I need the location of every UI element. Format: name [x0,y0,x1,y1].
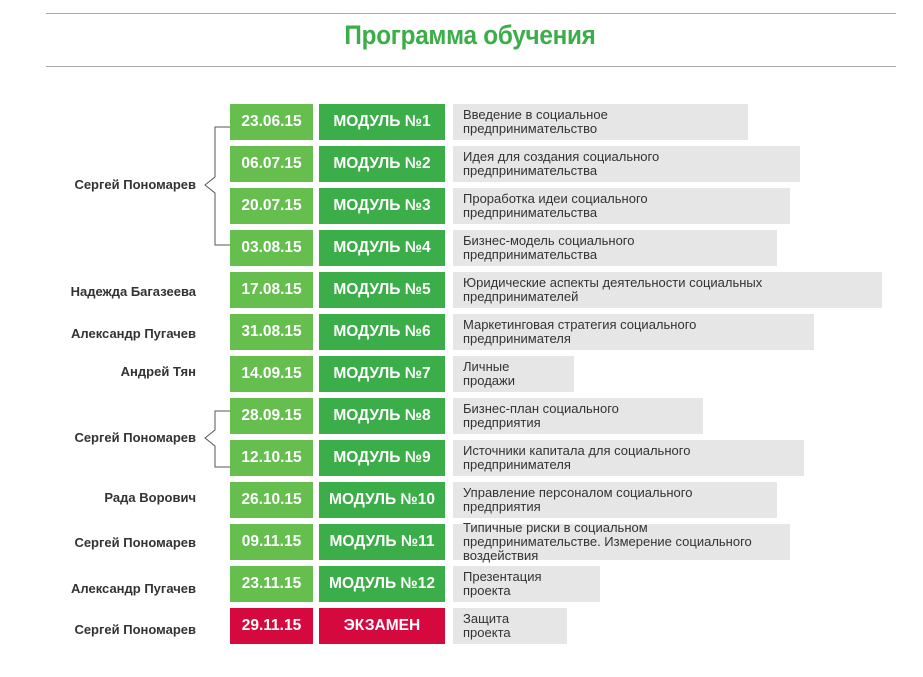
date-cell: 06.07.15 [230,146,313,182]
date-cell: 09.11.15 [230,524,313,560]
schedule-row: 20.07.15 МОДУЛЬ №3 Проработка идеи социа… [0,188,923,224]
topic-cell: Бизнес-модель социального предпринимател… [453,230,777,266]
date-cell: 28.09.15 [230,398,313,434]
module-cell: МОДУЛЬ №3 [319,188,445,224]
speaker-name: Рада Ворович [104,490,196,505]
speaker-name: Александр Пугачев [71,326,196,341]
topic-cell: Проработка идеи социального предпринимат… [453,188,790,224]
module-cell: МОДУЛЬ №5 [319,272,445,308]
date-cell: 17.08.15 [230,272,313,308]
title-divider [46,66,896,67]
topic-cell: Идея для создания социального предприним… [453,146,800,182]
schedule-row: 23.06.15 МОДУЛЬ №1 Введение в социальное… [0,104,923,140]
speaker-name: Сергей Пономарев [74,535,196,550]
top-divider [46,13,896,14]
speaker-name: Сергей Пономарев [74,430,196,445]
page-title: Программа обучения [344,20,596,50]
date-cell: 31.08.15 [230,314,313,350]
schedule-row: 23.11.15 МОДУЛЬ №12 Презентация проекта [0,566,923,602]
schedule-row: 28.09.15 МОДУЛЬ №8 Бизнес-план социально… [0,398,923,434]
date-cell: 20.07.15 [230,188,313,224]
topic-cell: Типичные риски в социальном предпринимат… [453,521,790,563]
bracket-group-2 [204,410,230,468]
topic-cell: Презентация проекта [453,566,600,602]
schedule-row: 03.08.15 МОДУЛЬ №4 Бизнес-модель социаль… [0,230,923,266]
module-cell: МОДУЛЬ №2 [319,146,445,182]
module-cell: МОДУЛЬ №7 [319,356,445,392]
topic-cell: Маркетинговая стратегия социального пред… [453,314,814,350]
topic-cell: Защита проекта [453,608,567,644]
topic-cell: Бизнес-план социального предприятия [453,398,703,434]
bracket-group-1 [204,126,230,246]
speaker-name: Александр Пугачев [71,581,196,596]
date-cell: 23.06.15 [230,104,313,140]
module-cell: МОДУЛЬ №6 [319,314,445,350]
module-cell: МОДУЛЬ №9 [319,440,445,476]
speaker-name: Сергей Пономарев [74,177,196,192]
date-cell: 12.10.15 [230,440,313,476]
date-cell: 29.11.15 [230,608,313,644]
schedule-row: 12.10.15 МОДУЛЬ №9 Источники капитала дл… [0,440,923,476]
speaker-name: Надежда Багазеева [70,284,196,299]
module-cell: МОДУЛЬ №8 [319,398,445,434]
module-cell: МОДУЛЬ №10 [319,482,445,518]
date-cell: 03.08.15 [230,230,313,266]
schedule-row: 06.07.15 МОДУЛЬ №2 Идея для создания соц… [0,146,923,182]
schedule-row: 17.08.15 МОДУЛЬ №5 Юридические аспекты д… [0,272,923,308]
exam-row: 29.11.15 ЭКЗАМЕН Защита проекта [0,608,923,644]
topic-cell: Юридические аспекты деятельности социаль… [453,272,882,308]
topic-cell: Источники капитала для социального предп… [453,440,804,476]
exam-cell: ЭКЗАМЕН [319,608,445,644]
topic-cell: Личные продажи [453,356,574,392]
module-cell: МОДУЛЬ №4 [319,230,445,266]
date-cell: 23.11.15 [230,566,313,602]
module-cell: МОДУЛЬ №11 [319,524,445,560]
schedule-row: 14.09.15 МОДУЛЬ №7 Личные продажи [0,356,923,392]
schedule-row: 09.11.15 МОДУЛЬ №11 Типичные риски в соц… [0,521,923,563]
topic-cell: Введение в социальное предпринимательств… [453,104,748,140]
module-cell: МОДУЛЬ №12 [319,566,445,602]
speaker-name: Андрей Тян [120,364,196,379]
module-cell: МОДУЛЬ №1 [319,104,445,140]
schedule-row: 26.10.15 МОДУЛЬ №10 Управление персонало… [0,482,923,518]
speaker-name: Сергей Пономарев [74,622,196,637]
schedule-row: 31.08.15 МОДУЛЬ №6 Маркетинговая стратег… [0,314,923,350]
topic-cell: Управление персоналом социального предпр… [453,482,777,518]
date-cell: 26.10.15 [230,482,313,518]
date-cell: 14.09.15 [230,356,313,392]
